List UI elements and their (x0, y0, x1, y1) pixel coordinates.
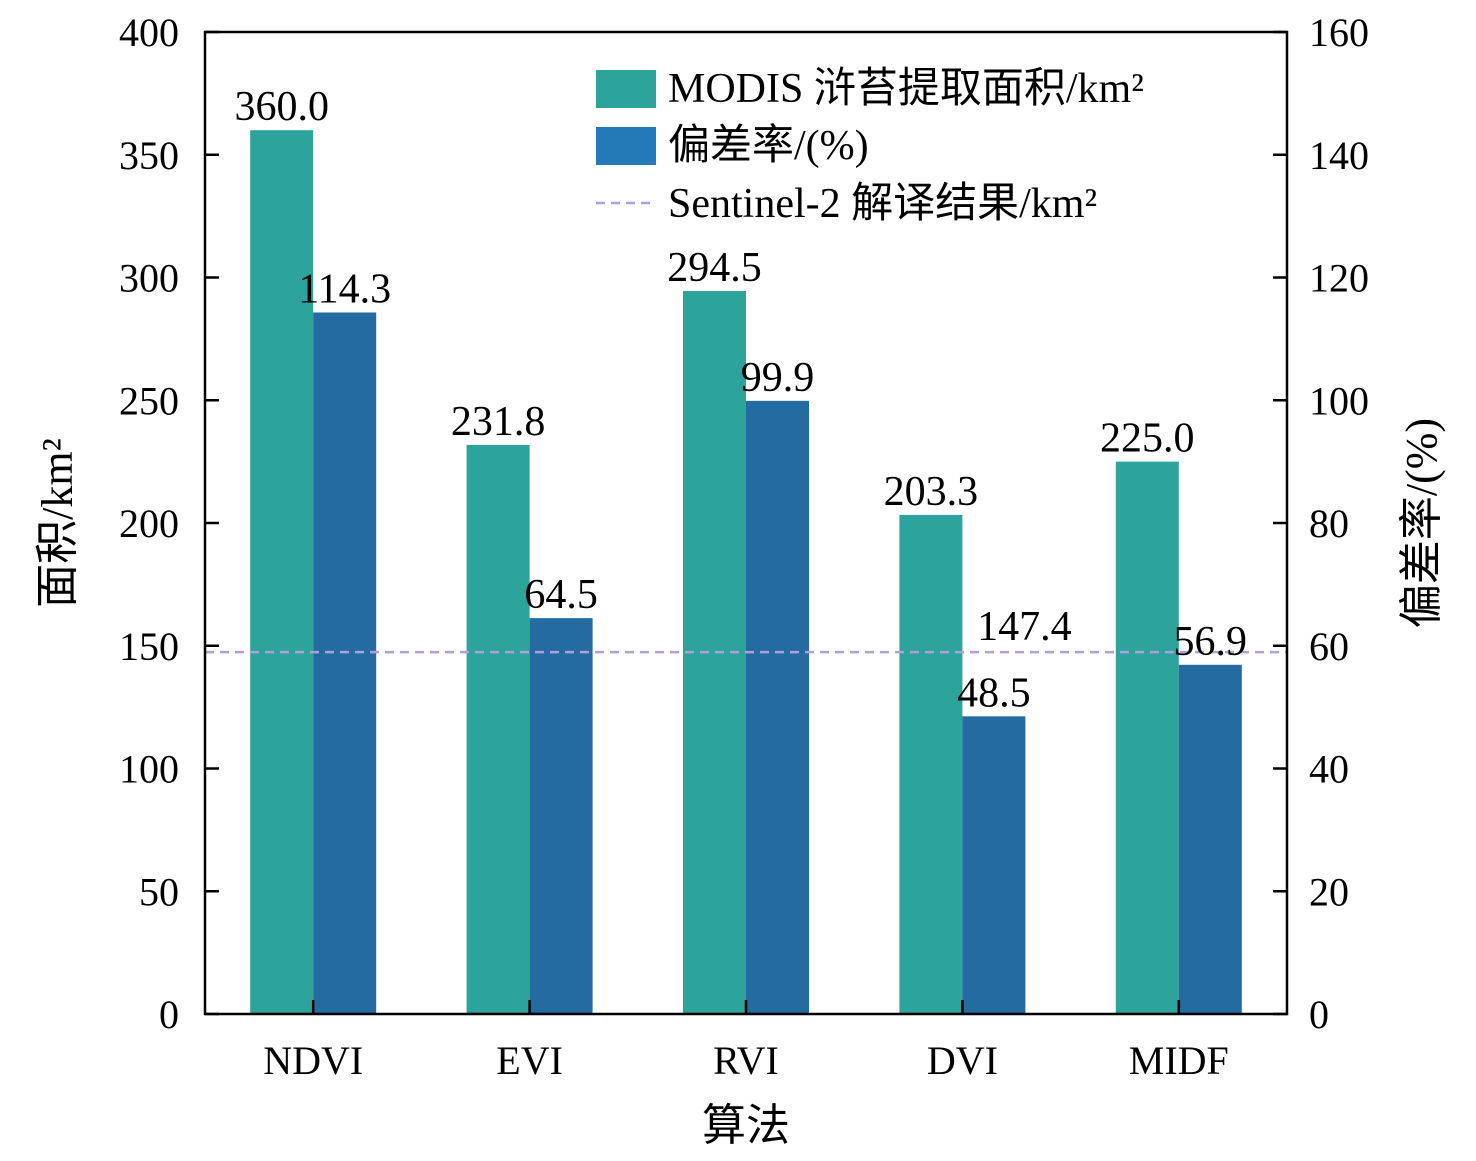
right-tick-label: 80 (1309, 501, 1349, 546)
left-tick-label: 150 (119, 624, 179, 669)
data-label-dvi-series-1: 48.5 (957, 670, 1031, 716)
right-axis-title: 偏差率/(%) (1397, 418, 1446, 628)
left-tick-label: 0 (159, 992, 179, 1037)
right-tick-label: 0 (1309, 992, 1329, 1037)
x-tick-label-evi: EVI (496, 1038, 563, 1083)
right-tick-label: 60 (1309, 624, 1349, 669)
left-tick-label: 50 (139, 869, 179, 914)
left-axis-ticks: 0 50 100 150 200 250 300 350 400 (119, 10, 219, 1037)
left-tick-label: 400 (119, 10, 179, 55)
x-axis-title: 算法 (702, 1101, 790, 1150)
data-label-evi-series-0: 231.8 (451, 399, 546, 445)
x-tick-label-dvi: DVI (927, 1038, 998, 1083)
right-tick-label: 140 (1309, 133, 1369, 178)
data-label-rvi-series-1: 99.9 (741, 355, 815, 401)
x-tick-label-midf: MIDF (1129, 1038, 1229, 1083)
left-tick-label: 300 (119, 256, 179, 301)
legend: MODIS 浒苔提取面积/km² 偏差率/(%) Sentinel-2 解译结果… (596, 66, 1144, 227)
data-label-midf-series-1: 56.9 (1174, 619, 1248, 665)
legend-label-sentinel: Sentinel-2 解译结果/km² (668, 181, 1097, 227)
bar-midf-series-1 (1178, 664, 1242, 1014)
x-tick-label-ndvi: NDVI (263, 1038, 363, 1083)
data-label-rvi-series-0: 294.5 (667, 245, 762, 291)
data-label-ndvi-series-1: 114.3 (298, 266, 391, 312)
data-labels-layer: 360.0 114.3 231.8 64.5 294.5 99.9 203.3 48.5 225… (234, 84, 1247, 716)
bar-midf-series-0 (1115, 461, 1179, 1014)
right-tick-label: 40 (1309, 747, 1349, 792)
bar-ndvi-series-0 (250, 130, 314, 1014)
right-tick-label: 160 (1309, 10, 1369, 55)
x-tick-label-rvi: RVI (713, 1038, 779, 1083)
right-tick-label: 120 (1309, 256, 1369, 301)
legend-swatch-deviation-rate (596, 127, 656, 165)
left-tick-label: 350 (119, 133, 179, 178)
data-label-midf-series-0: 225.0 (1100, 416, 1195, 462)
legend-label-modis-area: MODIS 浒苔提取面积/km² (668, 66, 1144, 112)
bar-rvi-series-1 (746, 400, 809, 1014)
right-axis-ticks: 0 20 40 60 80 100 120 140 160 (1273, 10, 1369, 1037)
right-tick-label: 100 (1309, 378, 1369, 423)
bar-evi-series-0 (466, 444, 530, 1014)
left-axis-title: 面积/km² (33, 438, 82, 608)
data-label-evi-series-1: 64.5 (524, 572, 598, 618)
left-tick-label: 100 (119, 747, 179, 792)
bar-evi-series-1 (529, 618, 593, 1014)
left-tick-label: 200 (119, 501, 179, 546)
legend-swatch-modis-area (596, 70, 656, 108)
data-label-dvi-series-0: 203.3 (884, 469, 979, 515)
left-tick-label: 250 (119, 378, 179, 423)
bar-ndvi-series-1 (313, 312, 377, 1014)
x-axis-ticks: NDVI EVI RVI DVI MIDF (263, 1000, 1229, 1083)
data-label-ndvi-series-0: 360.0 (234, 84, 329, 130)
bar-dvi-series-0 (899, 514, 963, 1014)
legend-label-deviation-rate: 偏差率/(%) (668, 122, 869, 169)
right-tick-label: 20 (1309, 869, 1349, 914)
bar-dvi-series-1 (962, 716, 1026, 1014)
reference-line-label: 147.4 (977, 604, 1072, 650)
